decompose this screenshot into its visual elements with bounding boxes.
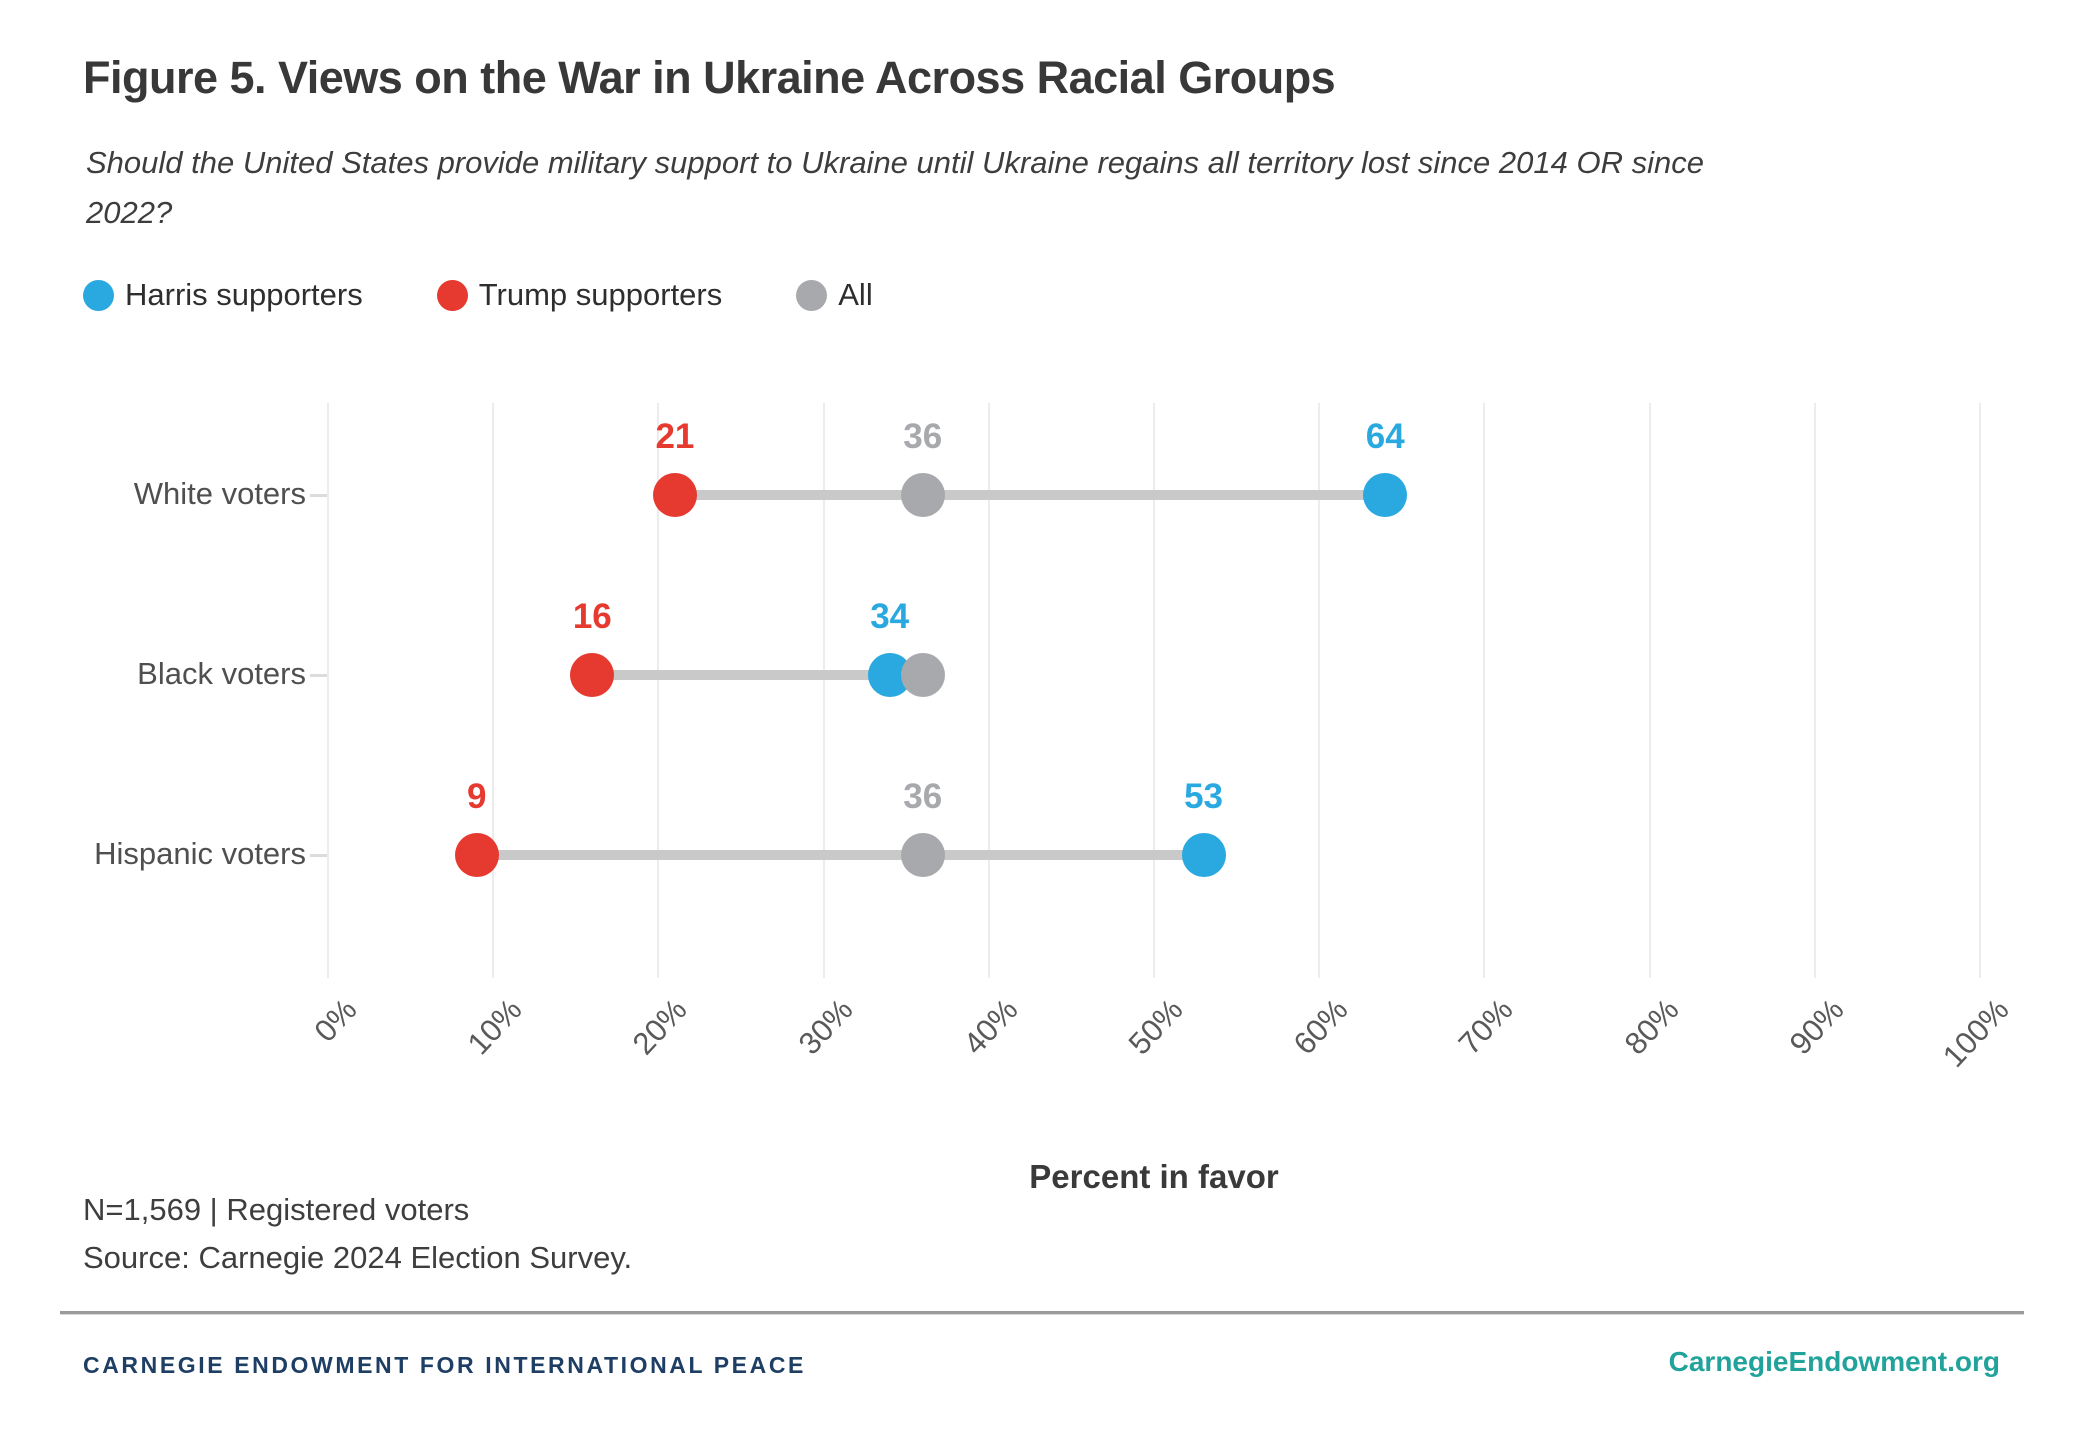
- connector-line-white-voters: [674, 490, 1386, 500]
- x-tick-label-50-: 50%: [1121, 992, 1190, 1062]
- dot-all-hispanic-voters: [900, 833, 945, 877]
- x-tick-label-80-: 80%: [1617, 992, 1686, 1062]
- legend-item-trump: Trump supporters: [436, 277, 723, 313]
- gridline-0-: [327, 403, 329, 978]
- legend: Harris supporters Trump supporters All: [83, 277, 873, 313]
- legend-label-harris: Harris supporters: [125, 277, 363, 312]
- sample-note: N=1,569 | Registered voters: [83, 1192, 470, 1227]
- category-tick-white-voters: [310, 494, 327, 497]
- x-tick-label-20-: 20%: [626, 992, 694, 1062]
- legend-swatch-trump: [436, 279, 468, 311]
- x-axis-title: Percent in favor: [1029, 1158, 1279, 1195]
- figure-subtitle: Should the United States provide militar…: [86, 145, 1704, 230]
- gridline-80-: [1648, 403, 1651, 978]
- gridline-90-: [1813, 403, 1816, 978]
- x-tick-label-60-: 60%: [1286, 992, 1355, 1062]
- x-tick-label-90-: 90%: [1782, 992, 1851, 1062]
- dot-harris-white-voters: [1363, 473, 1408, 517]
- value-label-harris-white-voters: 64: [1365, 417, 1405, 456]
- legend-item-harris: Harris supporters: [83, 277, 363, 313]
- legend-label-trump: Trump supporters: [478, 277, 723, 312]
- dot-trump-hispanic-voters: [454, 833, 499, 877]
- gridline-70-: [1483, 403, 1486, 978]
- x-tick-label-40-: 40%: [956, 992, 1025, 1062]
- x-tick-label-100-: 100%: [1935, 992, 2016, 1074]
- footer-divider: [60, 1311, 2024, 1315]
- gridline-100-: [1979, 403, 1981, 978]
- site-link[interactable]: CarnegieEndowment.org: [1668, 1346, 2000, 1377]
- dot-all-white-voters: [900, 473, 945, 517]
- value-label-harris-hispanic-voters: 53: [1184, 777, 1224, 816]
- org-wordmark: CARNEGIE ENDOWMENT FOR INTERNATIONAL PEA…: [83, 1352, 806, 1378]
- category-label-white-voters: White voters: [133, 476, 306, 511]
- value-label-trump-black-voters: 16: [572, 597, 612, 636]
- legend-swatch-all: [796, 279, 828, 311]
- connector-line-hispanic-voters: [476, 850, 1204, 860]
- value-label-all-hispanic-voters: 36: [903, 777, 943, 816]
- legend-item-all: All: [796, 277, 873, 313]
- value-label-trump-white-voters: 21: [655, 417, 695, 456]
- gridline-40-: [987, 403, 990, 978]
- category-tick-black-voters: [310, 674, 327, 677]
- gridline-30-: [822, 403, 825, 978]
- gridline-50-: [1153, 403, 1155, 978]
- dot-harris-hispanic-voters: [1181, 833, 1226, 877]
- category-label-hispanic-voters: Hispanic voters: [94, 836, 306, 871]
- value-label-all-white-voters: 36: [903, 417, 943, 456]
- dot-trump-white-voters: [652, 473, 697, 517]
- gridline-60-: [1318, 403, 1321, 978]
- x-tick-label-70-: 70%: [1452, 992, 1520, 1062]
- source-note: Source: Carnegie 2024 Election Survey.: [83, 1240, 633, 1275]
- x-tick-label-0-: 0%: [307, 992, 364, 1049]
- value-label-trump-hispanic-voters: 9: [466, 777, 487, 816]
- dot-all-black-voters: [900, 653, 945, 697]
- x-tick-label-10-: 10%: [460, 992, 529, 1062]
- legend-swatch-harris: [83, 279, 114, 311]
- category-label-black-voters: Black voters: [137, 656, 306, 691]
- legend-label-all: All: [838, 277, 873, 312]
- value-label-harris-black-voters: 34: [870, 597, 910, 636]
- figure-title: Figure 5. Views on the War in Ukraine Ac…: [83, 52, 1336, 103]
- x-tick-label-30-: 30%: [791, 992, 860, 1062]
- dot-trump-black-voters: [570, 653, 615, 697]
- gridline-20-: [657, 403, 660, 978]
- connector-line-black-voters: [592, 670, 923, 680]
- gridline-10-: [492, 403, 495, 978]
- category-tick-hispanic-voters: [310, 854, 327, 857]
